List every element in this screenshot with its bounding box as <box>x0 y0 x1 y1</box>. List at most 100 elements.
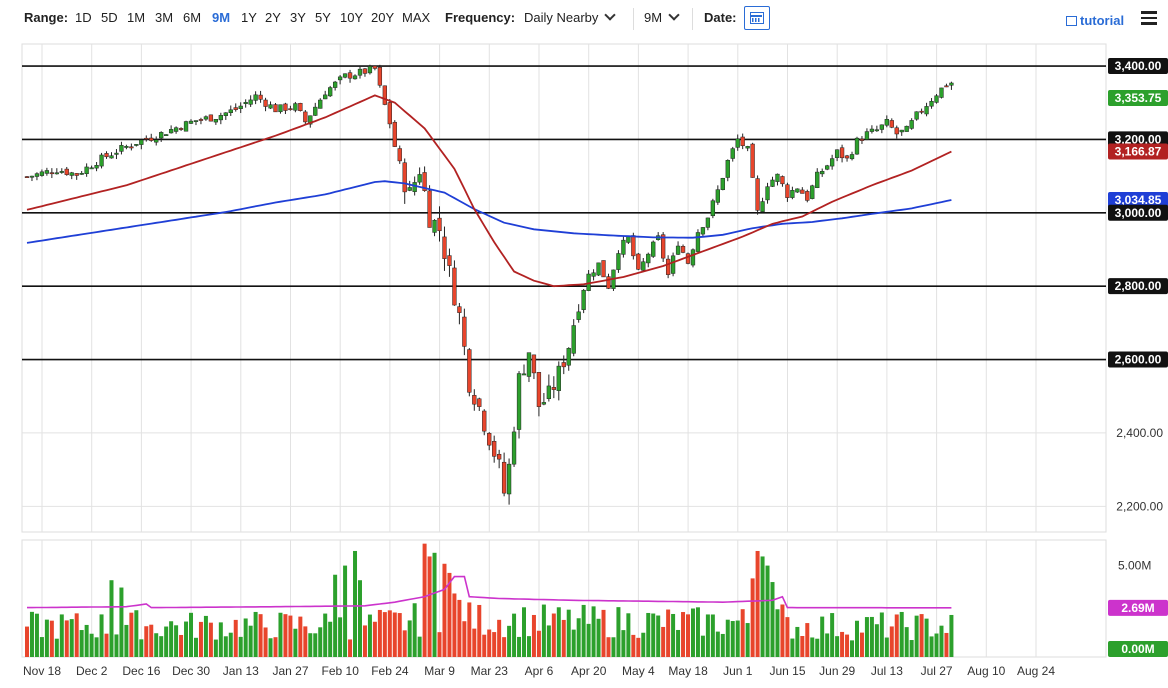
volume-bar <box>59 614 64 657</box>
candle-body <box>412 182 417 192</box>
volume-bar <box>889 626 894 657</box>
price-label-box <box>1108 351 1168 368</box>
volume-bar <box>357 580 362 657</box>
candle-body <box>501 461 507 494</box>
candle-body <box>924 106 929 115</box>
range-button-3y[interactable]: 3Y <box>290 10 306 25</box>
volume-bar <box>482 634 487 657</box>
volume-bar <box>621 630 626 657</box>
price-label: 3,166.87 <box>1115 145 1162 159</box>
candle-body <box>119 145 124 152</box>
volume-label: 0.00M <box>1121 642 1154 656</box>
candle-body <box>695 232 701 252</box>
tutorial-link[interactable]: tutorial <box>1066 13 1124 28</box>
volume-bar <box>869 616 874 657</box>
volume-bar <box>765 565 770 657</box>
volume-bar <box>850 640 855 657</box>
candle-body <box>720 177 725 190</box>
volume-bar <box>825 633 830 657</box>
range-button-10y[interactable]: 10Y <box>340 10 364 25</box>
volume-bar <box>725 619 730 657</box>
volume-bar <box>541 604 546 657</box>
candle-body <box>571 325 576 354</box>
volume-label-box <box>1108 599 1168 616</box>
candle-body <box>526 352 532 377</box>
candle-body <box>944 85 949 88</box>
volume-bar <box>695 607 700 657</box>
candle-body <box>854 137 860 155</box>
candle-body <box>332 81 338 88</box>
candle-body <box>442 236 447 259</box>
volume-bar <box>750 578 755 657</box>
candle-body <box>482 410 487 432</box>
range-button-6m[interactable]: 6M <box>183 10 202 25</box>
candle-body <box>129 146 134 149</box>
candles <box>24 64 954 505</box>
candle-body <box>621 239 626 255</box>
range-button-1d[interactable]: 1D <box>75 10 92 25</box>
range-button-20y[interactable]: 20Y <box>371 10 395 25</box>
volume-bar <box>884 637 889 657</box>
volume-bar <box>333 574 338 657</box>
volume-bar <box>859 632 864 657</box>
range-button-5y[interactable]: 5Y <box>315 10 331 25</box>
hamburger-menu-icon[interactable] <box>1141 11 1157 25</box>
stock-chart[interactable]: Nov 18 Dec 2 Dec 16 Dec 30 Jan 13 Jan 27 Feb 1… <box>0 38 1168 688</box>
period-select[interactable]: 9M <box>644 8 680 28</box>
volume-label: 2.69M <box>1121 601 1154 615</box>
x-tick-label: May 4 <box>622 664 655 678</box>
volume-tick-label: 5.00M <box>1118 559 1151 573</box>
volume-bar <box>512 613 517 657</box>
candle-body <box>462 316 467 347</box>
candle-body <box>69 172 74 176</box>
price-label: 3,353.75 <box>1115 91 1162 105</box>
candle-body <box>233 107 238 110</box>
volume-bar <box>522 607 526 657</box>
range-button-max[interactable]: MAX <box>402 10 431 25</box>
range-button-1m[interactable]: 1M <box>127 10 146 25</box>
volume-bar <box>422 543 427 657</box>
volume-bar <box>417 636 422 657</box>
frequency-select[interactable]: Daily Nearby <box>524 8 617 28</box>
volume-bar <box>258 614 263 657</box>
range-button-3m[interactable]: 3M <box>155 10 174 25</box>
volume-bar <box>343 565 348 657</box>
range-button-2y[interactable]: 2Y <box>265 10 281 25</box>
candle-body <box>899 129 904 133</box>
range-button-1y[interactable]: 1Y <box>241 10 257 25</box>
volume-bar <box>656 615 661 657</box>
x-tick-label: Jun 1 <box>723 664 753 678</box>
x-tick-label: Jul 13 <box>871 664 903 678</box>
candle-body <box>223 112 228 116</box>
volume-bar <box>119 587 124 657</box>
volume-bar <box>462 621 467 657</box>
volume-bar <box>581 604 586 657</box>
price-pane <box>21 43 1107 533</box>
calendar-button[interactable] <box>744 6 770 30</box>
candle-body <box>750 143 755 178</box>
candle-body <box>780 176 785 185</box>
volume-bar <box>273 637 278 657</box>
volume-bar <box>561 619 566 657</box>
candle-body <box>859 138 865 141</box>
candle-body <box>24 176 30 178</box>
volume-bar <box>785 617 790 657</box>
candle-body <box>581 289 586 310</box>
candle-body <box>407 187 412 191</box>
volume-bar <box>929 636 934 657</box>
frequency-label: Frequency: <box>445 10 516 25</box>
candle-body <box>144 137 149 140</box>
candle-body <box>452 267 457 306</box>
date-label: Date: <box>704 10 737 25</box>
candle-body <box>253 94 258 101</box>
range-button-5d[interactable]: 5D <box>101 10 118 25</box>
candle-body <box>178 128 184 130</box>
candle-body <box>561 362 566 368</box>
candle-body <box>29 175 35 178</box>
candle-body <box>934 95 939 103</box>
volume-bar <box>25 626 29 657</box>
candle-body <box>84 166 89 174</box>
volume-bars <box>25 543 954 657</box>
range-button-9m[interactable]: 9M <box>212 10 231 25</box>
volume-bar <box>179 634 184 657</box>
